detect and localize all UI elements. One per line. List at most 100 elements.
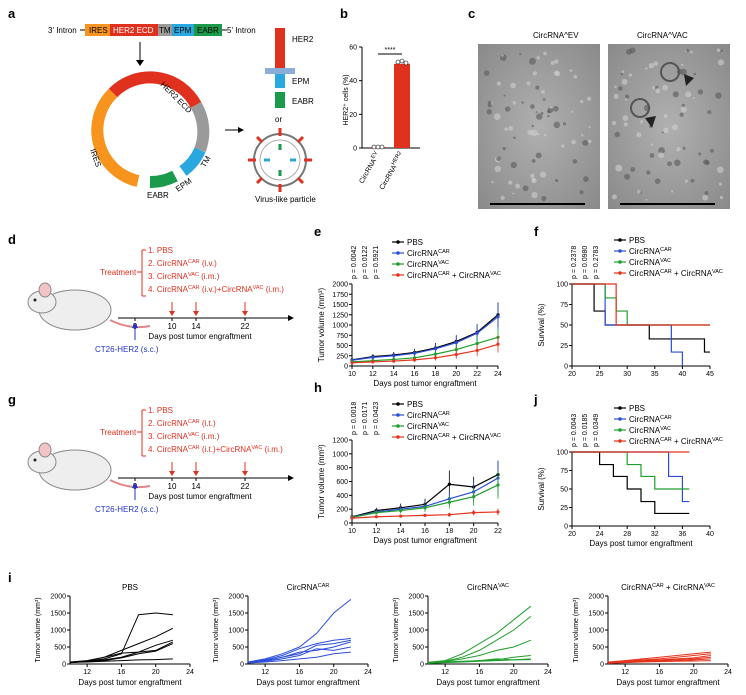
em-image-ev — [478, 44, 600, 209]
treatment-arrow — [193, 311, 199, 316]
panel-label-f: f — [534, 224, 539, 239]
em-particle — [717, 59, 725, 66]
bar — [394, 63, 410, 149]
data-point — [399, 508, 403, 513]
em-particle — [618, 86, 623, 91]
p-value-label: p = 0.0018 — [351, 402, 358, 435]
subplot-title: CircRNACAR + CircRNAVAC — [621, 583, 715, 592]
individual-curve — [69, 658, 173, 663]
em-particle — [526, 81, 531, 86]
em-particle — [640, 121, 643, 124]
em-particle — [698, 152, 702, 156]
day-label: 22 — [241, 322, 250, 331]
treatment-item: 4. CircRNACAR (i.t.)+CircRNAVAC (i.m.) — [148, 445, 283, 454]
individual-curve — [247, 641, 351, 663]
em-particle — [502, 147, 506, 151]
em-particle — [679, 112, 684, 117]
legend-label: PBS — [407, 400, 423, 409]
x-tick-label: 12 — [83, 669, 91, 676]
data-point — [475, 348, 479, 353]
x-tick-label: 14 — [390, 371, 398, 378]
em-particle — [572, 159, 578, 164]
data-point — [447, 482, 451, 486]
panel-d: d0101422Days post tumor engraftmentCT26-… — [8, 232, 294, 354]
x-axis-label: Days post tumor engraftment — [78, 678, 182, 687]
em-particle — [541, 195, 547, 202]
ring-eabr-label: EABR — [147, 191, 169, 200]
em-particle — [674, 159, 681, 167]
individual-curve — [607, 660, 711, 664]
em-particle — [535, 85, 540, 90]
day-label: 14 — [192, 482, 201, 491]
data-point — [475, 331, 479, 335]
individual-curve — [427, 659, 531, 664]
x-tick-label: 20 — [568, 531, 576, 538]
individual-curve — [69, 612, 173, 663]
treatment-label: Treatment — [100, 428, 137, 437]
arrowhead-icon — [645, 116, 656, 128]
y-tick-label: 0 — [344, 364, 348, 371]
em-particle — [611, 120, 617, 126]
em-particle — [685, 91, 692, 98]
x-tick-label: 25 — [596, 371, 604, 378]
survival-curve — [572, 283, 710, 326]
em-particle — [653, 61, 659, 66]
y-tick-label: 1250 — [332, 312, 348, 319]
x-tick-label: 10 — [348, 371, 356, 378]
panel-label-i: i — [8, 570, 12, 585]
em-particle — [543, 133, 547, 137]
legend-label: CircRNACAR — [629, 415, 672, 424]
em-particle — [663, 114, 668, 119]
em-particle — [541, 89, 545, 94]
y-tick-label: 1000 — [408, 628, 424, 635]
data-point — [371, 360, 375, 364]
em-particle — [549, 106, 553, 109]
legend-label: PBS — [407, 238, 423, 247]
data-point — [374, 511, 378, 515]
series-line — [351, 343, 499, 364]
em-particle — [539, 171, 547, 178]
em-particle — [494, 165, 502, 173]
panel-g: g0101422Days post tumor engraftmentCT26-… — [8, 392, 294, 514]
em-particle — [587, 139, 592, 144]
em-particle — [667, 161, 673, 167]
y-tick-label: 2000 — [228, 594, 244, 601]
data-point — [454, 341, 458, 345]
individual-curve — [69, 643, 174, 664]
x-tick-label: 20 — [152, 669, 160, 676]
individual-curve — [69, 639, 173, 663]
em-particle — [684, 179, 688, 183]
em-particle — [504, 106, 511, 112]
p-value-label: p = 0.0349 — [593, 414, 600, 447]
em-particle — [571, 139, 576, 145]
legend-label: CircRNACAR — [629, 247, 672, 256]
x-tick-label: 24 — [544, 669, 552, 676]
x-tick-label: 16 — [421, 528, 429, 535]
y-tick-label: 50 — [560, 323, 568, 330]
em-particle — [553, 121, 561, 129]
x-tick-label: 18 — [445, 528, 453, 535]
data-point — [475, 341, 479, 346]
treatment-item: 1. PBS — [148, 406, 173, 415]
panel-label-c: c — [468, 6, 475, 21]
ring-ires — [91, 88, 140, 187]
em-particle — [680, 68, 687, 76]
p-value-label: p = 0.0122 — [362, 246, 369, 279]
treatment-arrow — [242, 311, 248, 316]
legend-label: CircRNAVAC — [407, 260, 449, 269]
em-particle — [493, 113, 501, 121]
em-particle — [650, 143, 654, 146]
panel-label-e: e — [314, 224, 321, 239]
em-particle — [513, 136, 516, 140]
em-particle — [535, 111, 538, 114]
em-particle — [554, 59, 559, 64]
panel-label-h: h — [314, 380, 322, 395]
em-particle — [547, 107, 554, 114]
y-tick-label: 60 — [349, 45, 357, 52]
data-point — [496, 315, 500, 319]
y-tick-label: 0 — [564, 524, 568, 531]
em-particle — [655, 88, 661, 94]
em-particle — [540, 111, 544, 115]
y-tick-label: 0 — [564, 364, 568, 371]
y-tick-label: 1000 — [332, 451, 348, 458]
